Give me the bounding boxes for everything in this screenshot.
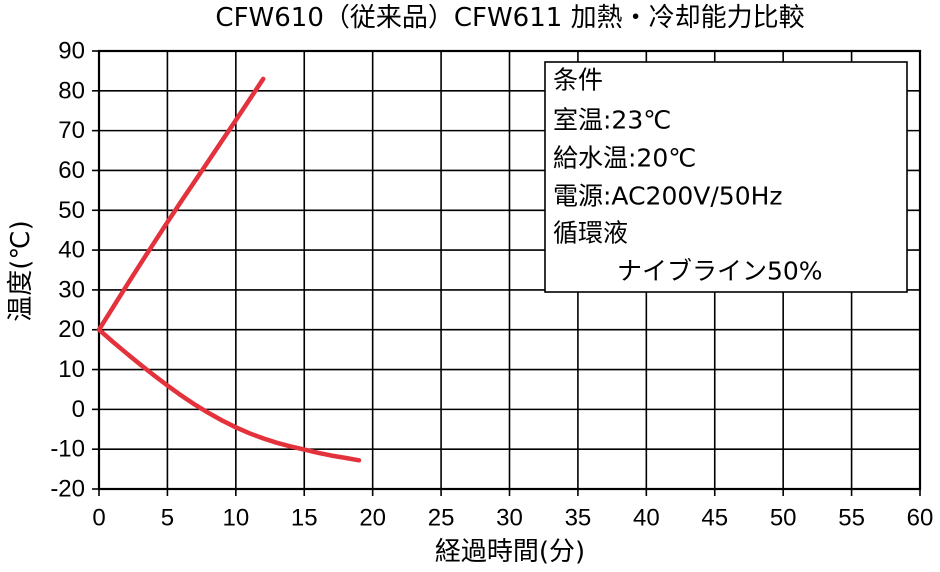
x-tick-label: 40 <box>633 505 660 532</box>
y-tick-label: -20 <box>50 476 85 503</box>
conditions-box-frame <box>544 61 908 293</box>
x-tick-label: 50 <box>770 505 797 532</box>
y-tick-label: 50 <box>58 197 85 224</box>
x-tick-label: 60 <box>907 505 934 532</box>
condition-fluid-name: ナイブライン50% <box>617 257 823 286</box>
y-tick-label: 40 <box>58 237 85 264</box>
x-tick-label: 55 <box>838 505 865 532</box>
series <box>96 76 362 463</box>
y-tick-label: 0 <box>72 396 85 423</box>
heating-curve <box>96 76 266 332</box>
x-tick-label: 45 <box>701 505 728 532</box>
plot-frame <box>97 49 922 491</box>
x-tick-label: 35 <box>565 505 592 532</box>
y-tick-label: 60 <box>58 157 85 184</box>
chart-title: CFW610（従来品）CFW611 加熱・冷却能力比較 <box>215 3 804 33</box>
tick-labels: 0 5 10 15 20 25 30 35 40 45 50 55 60 -20 -10 0 10 20 30 40 5… <box>50 38 933 532</box>
y-tick-label: 90 <box>58 38 85 65</box>
y-tick-label: 10 <box>58 356 85 383</box>
conditions-box: 条件 室温:23℃ 給水温:20℃ 電源:AC200V/50Hz 循環液 ナイブ… <box>544 61 908 293</box>
condition-room-temp: 室温:23℃ <box>553 106 671 135</box>
y-tick-label: 30 <box>58 276 85 303</box>
cooling-curve <box>96 327 362 463</box>
x-tick-label: 20 <box>359 505 386 532</box>
x-tick-label: 5 <box>161 505 174 532</box>
x-axis-label: 経過時間(分) <box>435 537 585 567</box>
condition-power-supply: 電源:AC200V/50Hz <box>553 182 783 211</box>
x-tick-label: 10 <box>222 505 249 532</box>
y-axis-label: 温度(℃) <box>6 220 36 322</box>
x-tick-label: 15 <box>291 505 318 532</box>
axis-ticks <box>92 50 921 496</box>
condition-circulating-fluid: 循環液 <box>553 219 628 248</box>
x-tick-label: 25 <box>428 505 455 532</box>
condition-supply-water-temp: 給水温:20℃ <box>553 144 696 173</box>
x-tick-label: 0 <box>92 505 105 532</box>
x-tick-label: 30 <box>496 505 523 532</box>
y-tick-label: 20 <box>58 316 85 343</box>
y-tick-label: 80 <box>58 77 85 104</box>
y-tick-label: 70 <box>58 117 85 144</box>
conditions-heading: 条件 <box>553 66 603 95</box>
y-tick-label: -10 <box>50 436 85 463</box>
